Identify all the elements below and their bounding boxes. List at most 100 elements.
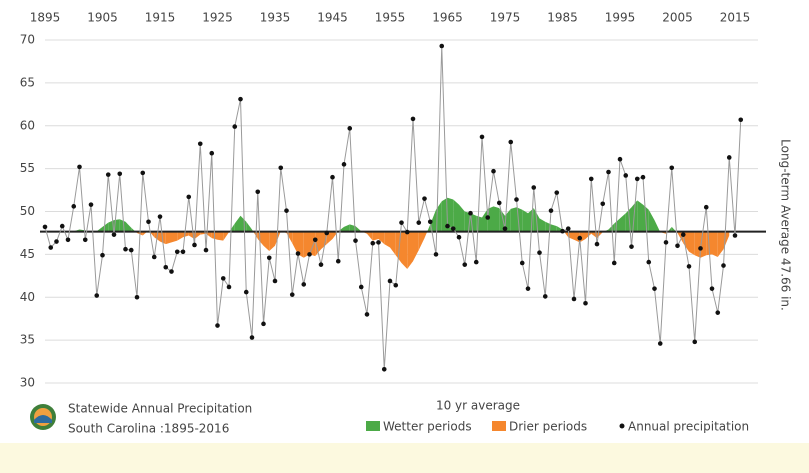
data-point bbox=[491, 168, 496, 174]
data-point bbox=[71, 204, 77, 209]
average-area bbox=[321, 231, 327, 250]
y-tick-label: 65 bbox=[20, 75, 35, 89]
data-point bbox=[215, 323, 220, 328]
average-area bbox=[459, 204, 465, 232]
data-point bbox=[54, 239, 59, 244]
data-point bbox=[646, 259, 652, 265]
legend-marker bbox=[619, 423, 625, 429]
data-point bbox=[416, 220, 422, 225]
data-point bbox=[272, 278, 278, 284]
data-point bbox=[341, 162, 347, 167]
data-point bbox=[629, 244, 634, 249]
data-point bbox=[192, 242, 197, 248]
x-tick-label: 1935 bbox=[260, 11, 291, 25]
data-point bbox=[657, 341, 663, 346]
y-tick-label: 70 bbox=[20, 33, 35, 47]
x-tick-label: 2005 bbox=[662, 11, 693, 25]
data-point bbox=[42, 224, 48, 230]
data-point bbox=[261, 321, 266, 327]
average-area bbox=[349, 224, 356, 232]
data-point bbox=[255, 189, 261, 195]
data-point bbox=[721, 263, 726, 268]
data-point bbox=[410, 116, 416, 122]
average-area bbox=[551, 224, 557, 232]
data-point bbox=[266, 255, 272, 261]
data-point bbox=[220, 276, 226, 281]
average-area bbox=[453, 199, 459, 232]
data-point bbox=[473, 259, 479, 265]
data-point bbox=[174, 249, 180, 255]
data-point bbox=[640, 174, 646, 180]
average-area bbox=[292, 231, 298, 255]
legend-title: 10 yr average bbox=[436, 399, 520, 413]
data-point bbox=[496, 200, 502, 206]
x-tick-label: 1945 bbox=[317, 11, 348, 25]
data-point bbox=[502, 226, 508, 231]
average-area bbox=[171, 231, 178, 243]
legend-swatch-wetter bbox=[366, 421, 380, 431]
data-point bbox=[525, 286, 531, 291]
data-point bbox=[537, 250, 542, 255]
legend-swatch-drier bbox=[492, 421, 506, 431]
average-area bbox=[637, 200, 643, 232]
average-area bbox=[427, 224, 431, 232]
data-point bbox=[312, 237, 318, 243]
data-point bbox=[703, 204, 709, 210]
data-point bbox=[134, 294, 140, 300]
data-point bbox=[59, 223, 65, 229]
x-tick-label: 1895 bbox=[30, 11, 61, 25]
average-area bbox=[407, 231, 413, 269]
data-point bbox=[548, 208, 554, 213]
average-area bbox=[401, 231, 408, 269]
average-area bbox=[505, 208, 511, 232]
data-point bbox=[284, 208, 289, 213]
average-area bbox=[355, 226, 362, 232]
average-area bbox=[522, 209, 528, 232]
data-point bbox=[709, 286, 715, 291]
data-point bbox=[295, 251, 301, 256]
data-point bbox=[427, 219, 433, 225]
data-point bbox=[462, 262, 468, 267]
data-point bbox=[301, 282, 307, 287]
data-point bbox=[445, 223, 450, 229]
average-area bbox=[217, 231, 224, 241]
data-point bbox=[611, 260, 617, 266]
average-area bbox=[620, 213, 626, 232]
data-point bbox=[157, 214, 163, 219]
average-area bbox=[269, 231, 275, 251]
data-point bbox=[560, 228, 565, 234]
data-point bbox=[606, 169, 611, 175]
average-area bbox=[482, 208, 488, 232]
average-area bbox=[194, 231, 201, 239]
average-area bbox=[539, 218, 546, 232]
data-point bbox=[583, 300, 588, 306]
series-line bbox=[44, 45, 742, 370]
data-point bbox=[663, 240, 669, 245]
data-point bbox=[485, 215, 491, 220]
x-tick-label: 1985 bbox=[547, 11, 578, 25]
data-point bbox=[439, 43, 445, 49]
data-point bbox=[594, 241, 600, 247]
data-point bbox=[468, 210, 473, 216]
data-point bbox=[203, 247, 209, 253]
data-point bbox=[376, 240, 381, 245]
data-point bbox=[289, 292, 295, 297]
data-point bbox=[243, 289, 249, 295]
data-point bbox=[715, 310, 721, 315]
data-point bbox=[554, 190, 560, 195]
data-point bbox=[232, 124, 238, 129]
x-tick-label: 1955 bbox=[375, 11, 406, 25]
average-area bbox=[510, 207, 517, 232]
data-point bbox=[186, 194, 192, 200]
average-area bbox=[263, 231, 270, 251]
caption-line: South Carolina :1895-2016 bbox=[68, 422, 229, 436]
data-point bbox=[330, 174, 335, 180]
data-point bbox=[565, 226, 571, 231]
data-point bbox=[393, 282, 399, 288]
data-point bbox=[542, 294, 548, 299]
data-point bbox=[100, 252, 105, 258]
data-point bbox=[353, 238, 358, 243]
data-point bbox=[146, 219, 151, 225]
average-area bbox=[424, 231, 428, 239]
